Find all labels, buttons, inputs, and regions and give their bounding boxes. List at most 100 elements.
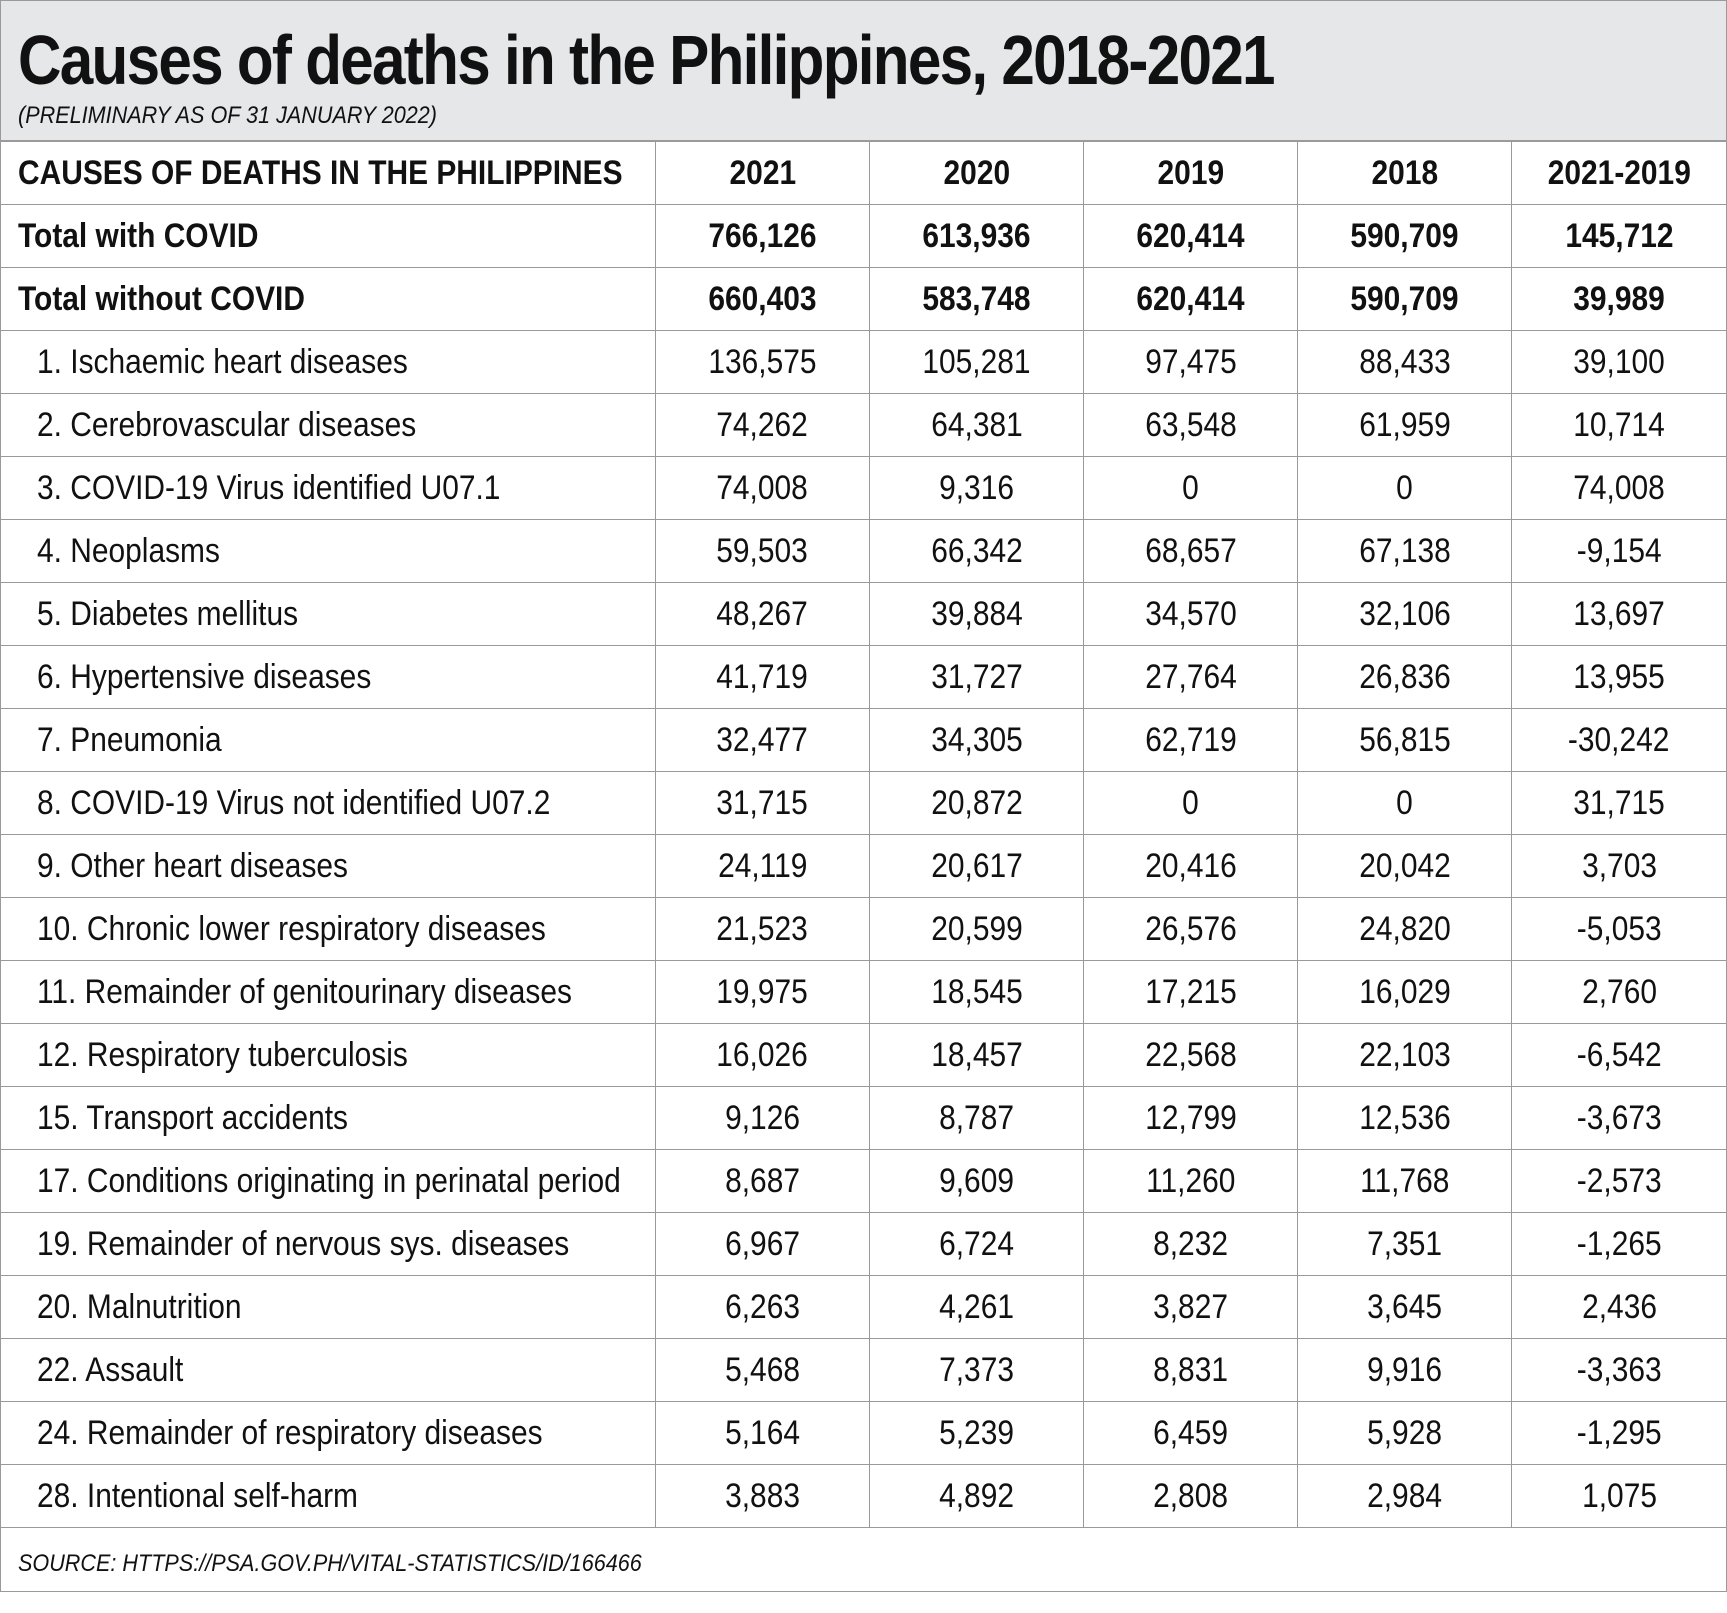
value-cell: 22,103 (1297, 1023, 1513, 1087)
value-cell: 7,373 (868, 1338, 1085, 1402)
value-cell: 0 (1083, 456, 1299, 520)
column-header-2020: 2020 (868, 141, 1085, 205)
value-label: 583,748 (922, 279, 1031, 318)
value-label: 34,305 (930, 720, 1023, 759)
value-label: 64,381 (930, 405, 1023, 444)
value-cell: 4,261 (868, 1275, 1085, 1339)
value-label: 16,029 (1358, 972, 1451, 1011)
value-cell: 39,989 (1511, 267, 1726, 331)
value-label: 41,719 (716, 657, 809, 696)
value-cell: 61,959 (1297, 393, 1513, 457)
value-cell: -5,053 (1511, 897, 1726, 961)
table-row: 1. Ischaemic heart diseases 136,575 105,28… (1, 330, 1726, 394)
value-cell: 26,836 (1297, 645, 1513, 709)
column-header-cause: CAUSES OF DEATHS IN THE PHILIPPINES (1, 141, 656, 205)
value-label: 590,709 (1350, 279, 1459, 318)
value-cell: 64,381 (868, 393, 1085, 457)
cause-cell: 22. Assault (1, 1338, 656, 1402)
cause-label: 15. Transport accidents (37, 1098, 349, 1137)
value-label: 9,916 (1367, 1350, 1443, 1389)
column-header-2018: 2018 (1297, 141, 1513, 205)
table-row: 5. Diabetes mellitus 48,267 39,884 34,570 32… (1, 582, 1726, 646)
cause-cell: 20. Malnutrition (1, 1275, 656, 1339)
cause-label: 5. Diabetes mellitus (37, 594, 299, 633)
value-label: 6,724 (939, 1224, 1014, 1263)
value-label: 62,719 (1144, 720, 1237, 759)
cause-label: 19. Remainder of nervous sys. diseases (37, 1224, 570, 1263)
value-cell: 145,712 (1511, 204, 1726, 268)
value-label: 10,714 (1573, 405, 1665, 444)
value-cell: -1,265 (1511, 1212, 1726, 1276)
table-row: 28. Intentional self-harm 3,883 4,892 2,808… (1, 1464, 1726, 1528)
cause-cell: 8. COVID-19 Virus not identified U07.2 (1, 771, 656, 835)
page-subtitle: (PRELIMINARY AS OF 31 JANUARY 2022) (18, 102, 437, 129)
value-cell: 8,687 (654, 1149, 870, 1213)
value-cell: 590,709 (1297, 267, 1513, 331)
value-cell: 16,029 (1297, 960, 1513, 1024)
cause-cell: 10. Chronic lower respiratory diseases (1, 897, 656, 961)
value-cell: 18,457 (868, 1023, 1085, 1087)
cause-cell: 15. Transport accidents (1, 1086, 656, 1150)
total-row: Total without COVID 660,403 583,748 620,414… (1, 267, 1726, 331)
value-cell: 24,119 (654, 834, 870, 898)
value-cell: 67,138 (1297, 519, 1513, 583)
value-label: 1,075 (1581, 1476, 1657, 1515)
value-label: 145,712 (1565, 216, 1674, 255)
value-label: 20,599 (930, 909, 1023, 948)
value-cell: 74,008 (1511, 456, 1726, 520)
table-row: 3. COVID-19 Virus identified U07.1 74,008… (1, 456, 1726, 520)
value-label: 97,475 (1144, 342, 1237, 381)
value-label: 20,617 (930, 846, 1023, 885)
value-label: 4,892 (939, 1476, 1014, 1515)
value-cell: 8,787 (868, 1086, 1085, 1150)
value-label: 766,126 (708, 216, 817, 255)
value-cell: 3,883 (654, 1464, 870, 1528)
value-label: 59,503 (716, 531, 809, 570)
cause-cell: 5. Diabetes mellitus (1, 582, 656, 646)
value-cell: 20,042 (1297, 834, 1513, 898)
cause-label: 24. Remainder of respiratory diseases (37, 1413, 543, 1452)
table-row: 11. Remainder of genitourinary diseases 1… (1, 960, 1726, 1024)
table-row: 8. COVID-19 Virus not identified U07.2 31… (1, 771, 1726, 835)
value-cell: 6,724 (868, 1212, 1085, 1276)
value-label: 67,138 (1358, 531, 1451, 570)
column-header-2021-2019: 2021-2019 (1511, 141, 1726, 205)
value-cell: 20,617 (868, 834, 1085, 898)
table-row: 9. Other heart diseases 24,119 20,617 20,41… (1, 834, 1726, 898)
value-label: 0 (1182, 468, 1199, 507)
value-cell: 18,545 (868, 960, 1085, 1024)
value-cell: -2,573 (1511, 1149, 1726, 1213)
value-cell: 2,760 (1511, 960, 1726, 1024)
value-label: 105,281 (922, 342, 1031, 381)
value-cell: 11,768 (1297, 1149, 1513, 1213)
value-cell: 11,260 (1083, 1149, 1299, 1213)
value-label: -2,573 (1576, 1161, 1662, 1200)
value-label: 11,768 (1360, 1161, 1450, 1200)
value-cell: 0 (1297, 771, 1513, 835)
value-cell: 5,164 (654, 1401, 870, 1465)
value-label: 6,967 (724, 1224, 800, 1263)
value-cell: 48,267 (654, 582, 870, 646)
value-label: -3,363 (1576, 1350, 1662, 1389)
value-label: 31,727 (930, 657, 1023, 696)
table-row: 17. Conditions originating in perinatal … (1, 1149, 1726, 1213)
value-label: 12,799 (1144, 1098, 1237, 1137)
value-label: 17,215 (1144, 972, 1237, 1011)
value-label: 5,164 (724, 1413, 800, 1452)
value-label: 0 (1396, 468, 1414, 507)
cause-cell: 1. Ischaemic heart diseases (1, 330, 656, 394)
value-label: 2,808 (1153, 1476, 1229, 1515)
value-label: 3,827 (1153, 1287, 1229, 1326)
value-cell: 13,955 (1511, 645, 1726, 709)
value-label: 2,760 (1581, 972, 1657, 1011)
value-cell: 620,414 (1083, 204, 1299, 268)
value-label: 18,457 (930, 1035, 1023, 1074)
value-label: 136,575 (708, 342, 817, 381)
value-cell: 21,523 (654, 897, 870, 961)
cause-cell: 24. Remainder of respiratory diseases (1, 1401, 656, 1465)
table-row: 2. Cerebrovascular diseases 74,262 64,381 6… (1, 393, 1726, 457)
value-cell: 0 (1083, 771, 1299, 835)
value-label: 32,477 (716, 720, 809, 759)
cause-cell: 19. Remainder of nervous sys. diseases (1, 1212, 656, 1276)
